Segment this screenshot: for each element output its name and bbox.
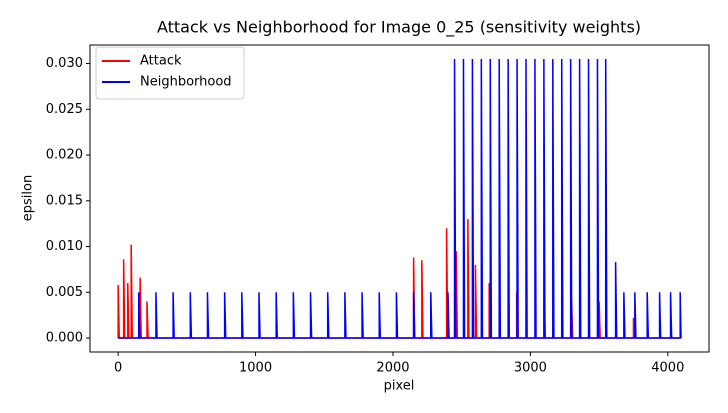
x-tick-label: 1000 xyxy=(239,361,272,376)
legend-label: Attack xyxy=(140,54,182,69)
y-tick-label: 0.005 xyxy=(46,285,83,300)
y-tick-label: 0.020 xyxy=(46,148,83,163)
legend-box xyxy=(95,46,245,100)
y-axis-label: epsilon xyxy=(21,175,36,221)
x-tick-label: 3000 xyxy=(514,361,547,376)
x-tick-label: 2000 xyxy=(376,361,409,376)
y-tick-label: 0.015 xyxy=(46,193,83,208)
series-line xyxy=(117,219,681,339)
legend-label: Neighborhood xyxy=(140,75,232,90)
y-tick-label: 0.000 xyxy=(46,331,83,346)
y-tick-label: 0.010 xyxy=(46,239,83,254)
y-tick-label: 0.030 xyxy=(46,56,83,71)
series-line xyxy=(118,58,682,339)
y-tick-label: 0.025 xyxy=(46,102,83,117)
x-tick-label: 0 xyxy=(114,361,122,376)
x-tick-label: 4000 xyxy=(651,361,684,376)
x-axis-label: pixel xyxy=(384,379,415,394)
chart-title: Attack vs Neighborhood for Image 0_25 (s… xyxy=(157,18,641,38)
plot-frame xyxy=(89,44,710,353)
